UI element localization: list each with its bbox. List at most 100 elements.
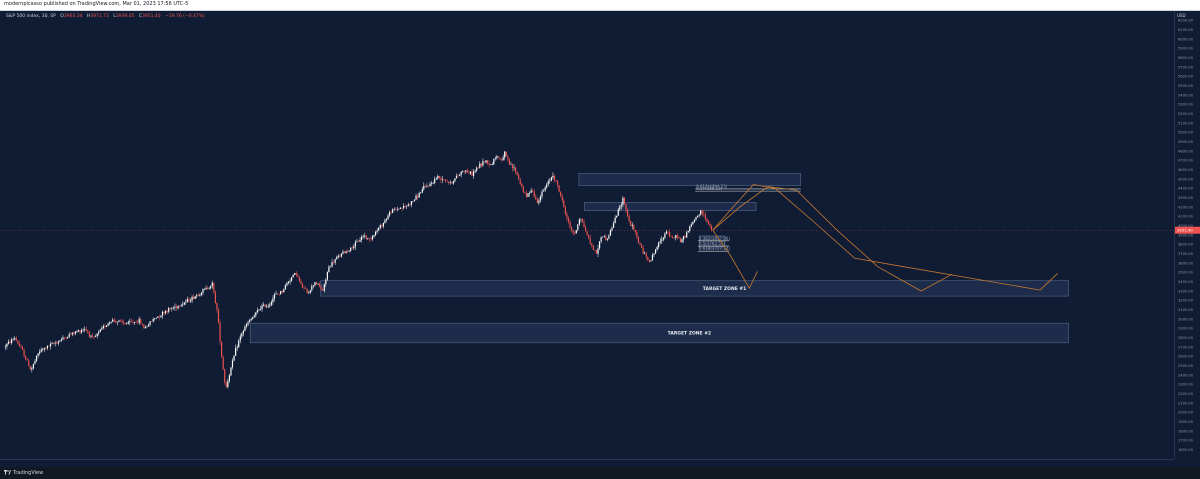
candle[interactable] xyxy=(172,306,174,310)
candle[interactable] xyxy=(608,233,610,240)
candle[interactable] xyxy=(266,303,268,309)
candle[interactable] xyxy=(382,222,384,229)
candle[interactable] xyxy=(68,331,70,339)
candle[interactable] xyxy=(451,182,453,184)
candle[interactable] xyxy=(219,319,221,346)
candle[interactable] xyxy=(180,303,182,307)
candle[interactable] xyxy=(91,332,94,339)
candle[interactable] xyxy=(168,306,170,314)
candle[interactable] xyxy=(458,173,461,176)
candle[interactable] xyxy=(141,323,143,326)
candle[interactable] xyxy=(74,330,77,336)
candle[interactable] xyxy=(530,187,532,194)
candle[interactable] xyxy=(35,355,38,363)
candle[interactable] xyxy=(263,302,265,307)
candle[interactable] xyxy=(690,222,692,228)
candle[interactable] xyxy=(21,345,24,351)
candle[interactable] xyxy=(483,161,486,163)
candle[interactable] xyxy=(158,314,160,321)
candle[interactable] xyxy=(54,340,56,347)
candle[interactable] xyxy=(48,345,50,348)
candle[interactable] xyxy=(633,224,635,230)
candle[interactable] xyxy=(698,213,700,218)
candle[interactable] xyxy=(291,276,293,283)
candle[interactable] xyxy=(247,320,249,327)
candle[interactable] xyxy=(317,283,319,285)
candle[interactable] xyxy=(23,347,25,358)
candle[interactable] xyxy=(34,359,36,365)
candle[interactable] xyxy=(183,302,185,306)
candle[interactable] xyxy=(466,168,468,173)
candle[interactable] xyxy=(452,180,454,185)
candle[interactable] xyxy=(395,206,397,211)
candle[interactable] xyxy=(199,293,201,297)
candle[interactable] xyxy=(49,341,52,350)
candle[interactable] xyxy=(343,251,346,254)
candle[interactable] xyxy=(235,344,237,356)
candle[interactable] xyxy=(595,249,598,254)
candle[interactable] xyxy=(280,290,282,296)
candle[interactable] xyxy=(132,319,134,325)
candle[interactable] xyxy=(421,186,423,194)
candle[interactable] xyxy=(577,224,579,232)
candle[interactable] xyxy=(147,323,150,327)
candle[interactable] xyxy=(527,193,529,198)
candle[interactable] xyxy=(364,232,366,239)
candle[interactable] xyxy=(303,285,305,290)
candle[interactable] xyxy=(87,329,89,335)
candle[interactable] xyxy=(438,175,440,180)
candle[interactable] xyxy=(672,235,674,239)
candle[interactable] xyxy=(661,235,663,245)
candle[interactable] xyxy=(505,151,507,157)
candle[interactable] xyxy=(15,336,17,342)
candle[interactable] xyxy=(449,180,451,185)
candle[interactable] xyxy=(283,288,285,293)
candle[interactable] xyxy=(286,281,288,287)
candle[interactable] xyxy=(589,234,591,245)
candle[interactable] xyxy=(154,318,156,321)
candle[interactable] xyxy=(196,293,198,299)
candle[interactable] xyxy=(306,288,308,294)
candle[interactable] xyxy=(253,313,255,318)
candle[interactable] xyxy=(63,337,66,341)
candle[interactable] xyxy=(709,221,711,229)
candle[interactable] xyxy=(129,318,131,326)
candle[interactable] xyxy=(275,290,277,295)
candle[interactable] xyxy=(564,205,566,216)
candle[interactable] xyxy=(270,299,272,307)
candle[interactable] xyxy=(504,150,506,161)
candle[interactable] xyxy=(14,336,16,341)
candle[interactable] xyxy=(542,188,545,192)
candle[interactable] xyxy=(236,344,238,352)
candle[interactable] xyxy=(224,368,226,385)
candle[interactable] xyxy=(40,347,42,353)
candle[interactable] xyxy=(681,238,683,244)
candle[interactable] xyxy=(479,161,481,169)
candle[interactable] xyxy=(191,295,193,304)
candle[interactable] xyxy=(550,176,552,182)
candle[interactable] xyxy=(418,191,420,198)
candle[interactable] xyxy=(538,198,540,206)
candle[interactable] xyxy=(482,158,484,167)
candle[interactable] xyxy=(333,260,335,265)
candle[interactable] xyxy=(664,232,666,240)
candle[interactable] xyxy=(440,175,442,184)
candle[interactable] xyxy=(11,337,13,345)
candle[interactable] xyxy=(561,193,563,203)
candle[interactable] xyxy=(435,177,437,180)
candle[interactable] xyxy=(347,249,349,254)
candle[interactable] xyxy=(171,306,173,312)
candle[interactable] xyxy=(555,179,557,182)
candle[interactable] xyxy=(441,176,444,184)
candle[interactable] xyxy=(476,166,478,173)
candle[interactable] xyxy=(105,325,108,328)
candle[interactable] xyxy=(51,342,53,344)
candle[interactable] xyxy=(287,280,290,285)
candle[interactable] xyxy=(241,332,243,339)
candle[interactable] xyxy=(514,166,517,175)
candle[interactable] xyxy=(622,196,624,208)
zone-box[interactable] xyxy=(578,173,802,186)
candle[interactable] xyxy=(684,234,686,238)
candle[interactable] xyxy=(6,343,8,350)
candle[interactable] xyxy=(423,182,425,191)
